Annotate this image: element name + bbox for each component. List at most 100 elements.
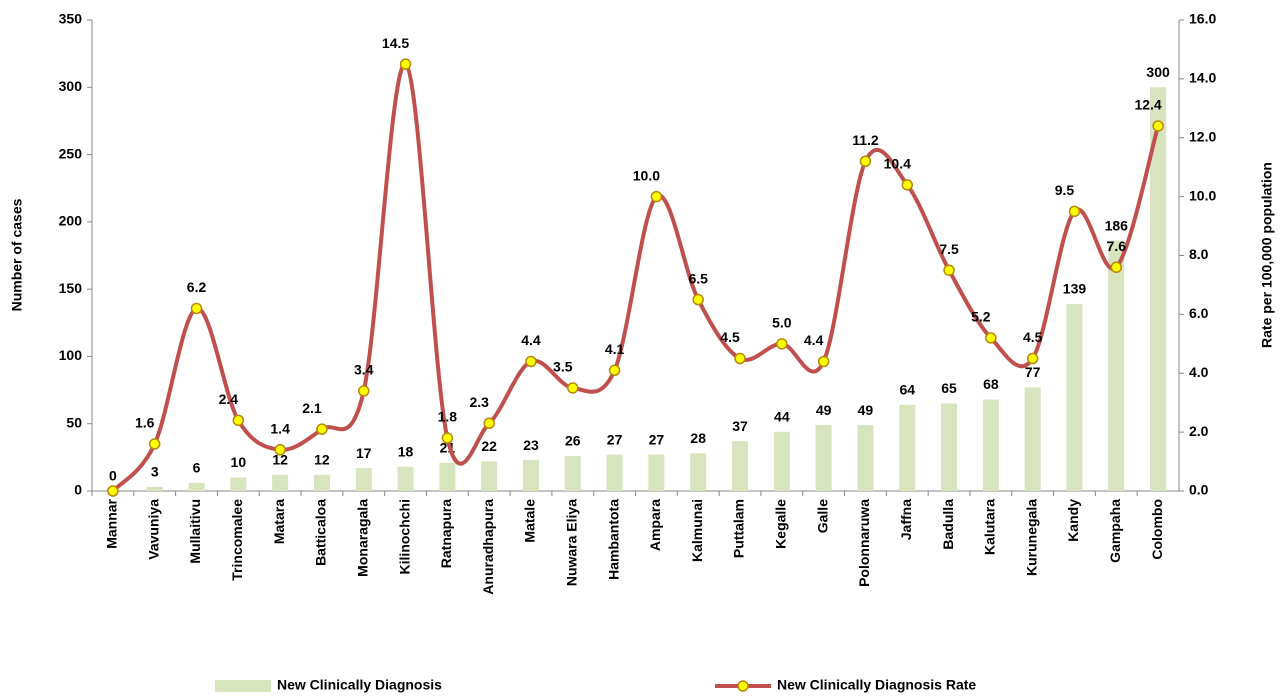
bar-value-label: 26: [565, 433, 581, 449]
bar-value-label: 44: [774, 408, 790, 424]
bar-value-label: 49: [816, 402, 832, 418]
rate-marker: [567, 382, 579, 394]
x-tick-label: Mullaitivu: [187, 499, 203, 564]
x-tick-label: Kilinochchi: [396, 499, 412, 574]
x-tick-label: Vavuniya: [145, 499, 161, 560]
y2-tick-label: 4.0: [1189, 364, 1209, 380]
y2-tick-label: 0.0: [1189, 482, 1209, 498]
rate-value-label: 3.4: [354, 362, 374, 378]
rate-marker: [1026, 352, 1039, 365]
x-tick-label: Gampaha: [1107, 499, 1123, 563]
bar: [355, 468, 372, 491]
x-tick-label: Jaffna: [898, 499, 914, 540]
bar-value-label: 27: [607, 431, 623, 447]
bar: [648, 454, 665, 491]
x-tick-label: Polonnaruwa: [856, 499, 872, 587]
rate-value-label: 7.6: [1107, 238, 1127, 254]
rate-marker: [358, 385, 370, 397]
bar: [564, 456, 581, 491]
bar: [857, 425, 874, 491]
x-tick-label: Matale: [522, 499, 538, 543]
legend-marker: [737, 680, 749, 692]
bar: [146, 486, 163, 491]
bar-value-label: 6: [193, 460, 201, 476]
x-tick-label: Matara: [271, 499, 287, 544]
rate-value-label: 2.4: [219, 391, 239, 407]
bar-value-label: 49: [858, 402, 874, 418]
legend-label: New Clinically Diagnosis Rate: [777, 677, 976, 693]
bar: [941, 403, 958, 491]
rate-value-label: 7.5: [939, 241, 959, 257]
rate-marker: [650, 190, 663, 203]
rate-value-label: 5.0: [772, 315, 792, 331]
x-tick-label: Monaragala: [354, 499, 370, 577]
y-tick-label: 250: [59, 145, 83, 161]
bar-value-label: 3: [151, 464, 159, 480]
bar-value-label: 27: [649, 431, 665, 447]
bar-value-label: 12: [314, 452, 330, 468]
rate-marker: [901, 179, 913, 191]
bar-value-label: 10: [231, 454, 247, 470]
bar: [397, 466, 414, 491]
x-tick-label: Galle: [814, 499, 830, 533]
bar-value-label: 65: [941, 380, 957, 396]
rate-value-label: 1.4: [270, 420, 290, 436]
rate-marker: [859, 155, 872, 168]
rate-value-label: 4.5: [1023, 329, 1043, 345]
rate-marker: [1152, 120, 1164, 132]
rate-value-label: 10.0: [633, 167, 660, 183]
x-tick-label: Hambantota: [605, 499, 621, 580]
rate-marker: [1068, 205, 1081, 218]
bar: [690, 453, 707, 491]
bar: [481, 461, 498, 491]
rate-marker: [190, 302, 203, 315]
rate-value-label: 2.3: [469, 394, 489, 410]
rate-value-label: 9.5: [1055, 182, 1075, 198]
y-tick-label: 350: [59, 11, 83, 27]
rate-marker: [483, 417, 495, 430]
rate-marker: [817, 355, 830, 368]
y2-tick-label: 8.0: [1189, 246, 1209, 262]
bar-value-label: 68: [983, 376, 999, 392]
bar: [1108, 240, 1125, 491]
rate-value-label: 3.5: [553, 359, 573, 375]
bar: [230, 477, 247, 491]
rate-marker: [316, 423, 328, 435]
bar: [982, 399, 999, 491]
bar: [815, 425, 832, 491]
bar: [732, 441, 749, 491]
x-tick-label: Anuradhapura: [480, 499, 496, 595]
bar: [899, 404, 916, 491]
y2-axis-title: Rate per 100,000 population: [1259, 162, 1275, 348]
x-tick-label: Puttalam: [731, 499, 747, 558]
bar-value-label: 23: [523, 437, 539, 453]
rate-marker: [274, 444, 286, 456]
rate-marker: [1110, 261, 1123, 274]
rate-value-label: 14.5: [382, 35, 409, 51]
y2-tick-label: 16.0: [1189, 11, 1216, 27]
rate-marker: [107, 485, 119, 497]
rate-marker: [608, 364, 621, 377]
rate-value-label: 4.5: [720, 329, 740, 345]
x-tick-label: Kandy: [1065, 499, 1081, 542]
y2-tick-label: 14.0: [1189, 70, 1216, 86]
rate-value-label: 4.4: [521, 332, 541, 348]
rate-value-label: 4.4: [804, 332, 824, 348]
x-tick-label: Kegalle: [773, 499, 789, 549]
rate-value-label: 12.4: [1134, 97, 1161, 113]
bar: [606, 454, 623, 491]
bar-value-label: 18: [398, 443, 414, 459]
y-tick-label: 200: [59, 213, 83, 229]
bar-value-label: 28: [690, 430, 706, 446]
bar-value-label: 37: [732, 418, 748, 434]
rate-value-label: 10.4: [884, 156, 911, 172]
x-tick-label: Kalutara: [982, 499, 998, 555]
bar-value-label: 300: [1146, 64, 1170, 80]
legend-swatch: [215, 680, 271, 692]
rate-value-label: 6.2: [187, 279, 207, 295]
y2-tick-label: 12.0: [1189, 128, 1216, 144]
rate-value-label: 6.5: [688, 270, 708, 286]
bar-value-label: 0: [109, 468, 117, 484]
y2-tick-label: 2.0: [1189, 423, 1209, 439]
